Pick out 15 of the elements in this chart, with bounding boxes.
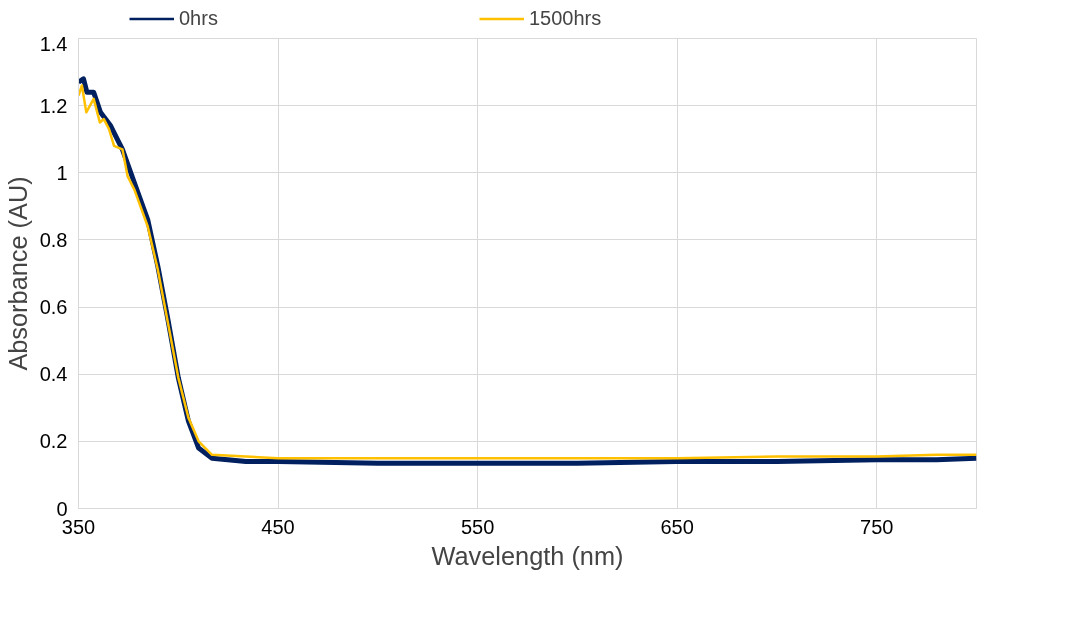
y-tick-label: 0.4 [39,363,68,386]
x-tick-label: 650 [660,515,694,538]
x-tick-label: 750 [860,515,894,538]
y-tick-label: 1.2 [39,94,68,117]
x-tick-label: 450 [261,515,295,538]
y-axis-title: Absorbance (AU) [3,176,32,371]
legend-label: 0hrs [178,6,219,30]
x-tick-label: 550 [460,515,495,538]
y-tick-label: 0.2 [39,430,68,453]
y-tick-label: 1 [56,161,68,184]
legend-label: 1500hrs [528,6,603,30]
y-tick-label: 1.4 [39,32,68,55]
x-axis-title: Wavelength (nm) [431,541,624,570]
y-tick-label: 0.6 [39,296,68,319]
y-tick-label: 0.8 [39,228,68,251]
